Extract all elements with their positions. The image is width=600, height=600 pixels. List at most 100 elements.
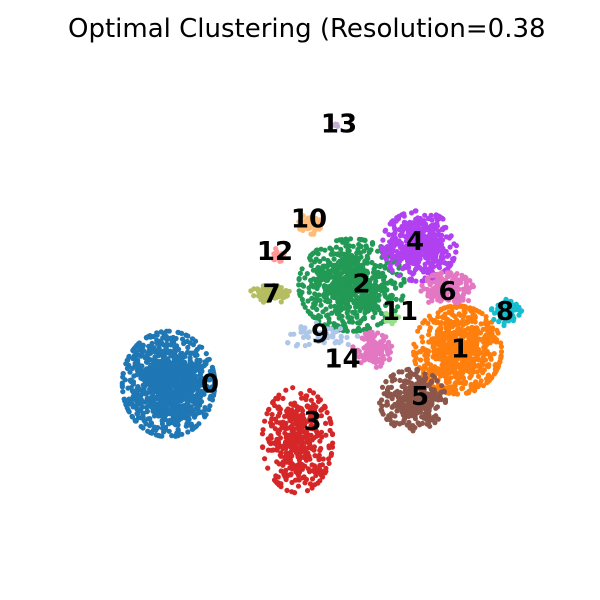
cluster-4-point: [389, 252, 395, 258]
cluster-2-point: [343, 294, 349, 300]
cluster-3-point: [306, 453, 312, 459]
cluster-0-point: [168, 383, 175, 389]
cluster-14-point: [366, 355, 372, 361]
cluster-0-point: [133, 349, 139, 355]
cluster-2-point: [368, 247, 374, 253]
cluster-0-point: [202, 407, 208, 413]
cluster-3-point: [269, 416, 275, 422]
cluster-14-point: [362, 344, 368, 350]
cluster-2-point: [361, 315, 367, 321]
cluster-0-point: [125, 407, 131, 413]
cluster-9-point: [333, 338, 340, 344]
cluster-2-point: [345, 307, 351, 313]
cluster-1-point: [460, 375, 466, 381]
cluster-2-point: [323, 277, 329, 283]
cluster-5-point: [389, 378, 395, 384]
cluster-0-points: [119, 328, 218, 439]
cluster-3-point: [317, 447, 323, 453]
cluster-0-point: [130, 404, 136, 410]
cluster-1-point: [443, 379, 449, 385]
cluster-0-point: [197, 344, 203, 350]
cluster-4-point: [390, 246, 396, 252]
cluster-2-point: [325, 262, 331, 268]
cluster-6-point: [463, 280, 469, 286]
cluster-14-point: [360, 355, 366, 361]
cluster-4-point: [389, 267, 395, 273]
cluster-0-point: [212, 379, 218, 385]
cluster-2-point: [336, 260, 342, 266]
cluster-1-point: [482, 357, 489, 363]
cluster-2-point: [360, 262, 366, 268]
cluster-1-point: [452, 383, 458, 389]
cluster-3-point: [293, 469, 299, 475]
cluster-2-point: [316, 282, 322, 288]
cluster-3-point: [317, 462, 323, 469]
cluster-0-point: [177, 377, 183, 383]
cluster-9-point: [293, 343, 299, 349]
cluster-3-point: [266, 406, 272, 412]
cluster-0-point: [170, 398, 176, 404]
cluster-0-point: [187, 406, 194, 412]
cluster-0-point: [188, 370, 194, 376]
cluster-3-point: [283, 387, 289, 393]
cluster-3-point: [283, 453, 289, 459]
cluster-4-point: [439, 237, 445, 243]
cluster-6-point: [454, 271, 460, 277]
cluster-3-point: [275, 430, 281, 436]
cluster-4-point: [398, 245, 404, 251]
cluster-0-point: [186, 385, 192, 391]
cluster-3-point: [265, 436, 271, 442]
cluster-1-point: [471, 358, 477, 364]
cluster-3-point: [273, 473, 279, 479]
cluster-label-13: 13: [321, 110, 357, 140]
cluster-4-point: [441, 225, 447, 231]
cluster-1-point: [486, 378, 492, 384]
cluster-3-point: [273, 395, 279, 401]
cluster-0-point: [128, 385, 134, 391]
cluster-0-point: [175, 428, 181, 434]
cluster-1-point: [463, 365, 469, 372]
cluster-1-point: [473, 307, 479, 313]
cluster-0-point: [129, 365, 136, 371]
cluster-1-point: [488, 355, 494, 361]
cluster-2-point: [344, 282, 350, 288]
cluster-3-point: [323, 432, 329, 438]
cluster-0-point: [167, 361, 173, 367]
cluster-0-point: [195, 395, 201, 402]
cluster-2-point: [339, 313, 345, 319]
cluster-4-point: [422, 212, 428, 218]
cluster-0-point: [134, 386, 140, 392]
cluster-label-8: 8: [496, 297, 514, 327]
cluster-0-point: [119, 382, 125, 388]
cluster-3-point: [293, 444, 299, 450]
cluster-0-point: [176, 370, 183, 376]
cluster-1-point: [478, 378, 484, 384]
cluster-2-point: [362, 237, 368, 243]
cluster-9-point: [344, 334, 350, 340]
cluster-0-point: [194, 357, 200, 363]
cluster-2-point: [336, 237, 343, 243]
cluster-5-point: [384, 416, 390, 422]
cluster-0-point: [129, 414, 136, 420]
cluster-3-point: [278, 468, 284, 474]
cluster-2-point: [317, 297, 323, 304]
cluster-0-point: [175, 361, 181, 367]
cluster-2-point: [333, 266, 339, 272]
cluster-1-point: [449, 324, 456, 330]
cluster-0-point: [161, 355, 167, 361]
cluster-0-point: [135, 357, 141, 363]
cluster-0-point: [149, 430, 155, 436]
cluster-0-point: [149, 390, 155, 396]
cluster-0-point: [194, 363, 200, 369]
cluster-1-point: [427, 325, 433, 331]
cluster-1-point: [477, 330, 484, 336]
cluster-0-point: [209, 364, 215, 370]
cluster-2-point: [296, 275, 302, 282]
cluster-5-point: [380, 411, 386, 417]
cluster-2-point: [318, 302, 324, 308]
cluster-2-point: [370, 314, 376, 320]
cluster-3-point: [313, 472, 319, 478]
cluster-3-point: [262, 456, 268, 462]
cluster-14-point: [378, 349, 384, 355]
cluster-0-point: [168, 353, 174, 359]
